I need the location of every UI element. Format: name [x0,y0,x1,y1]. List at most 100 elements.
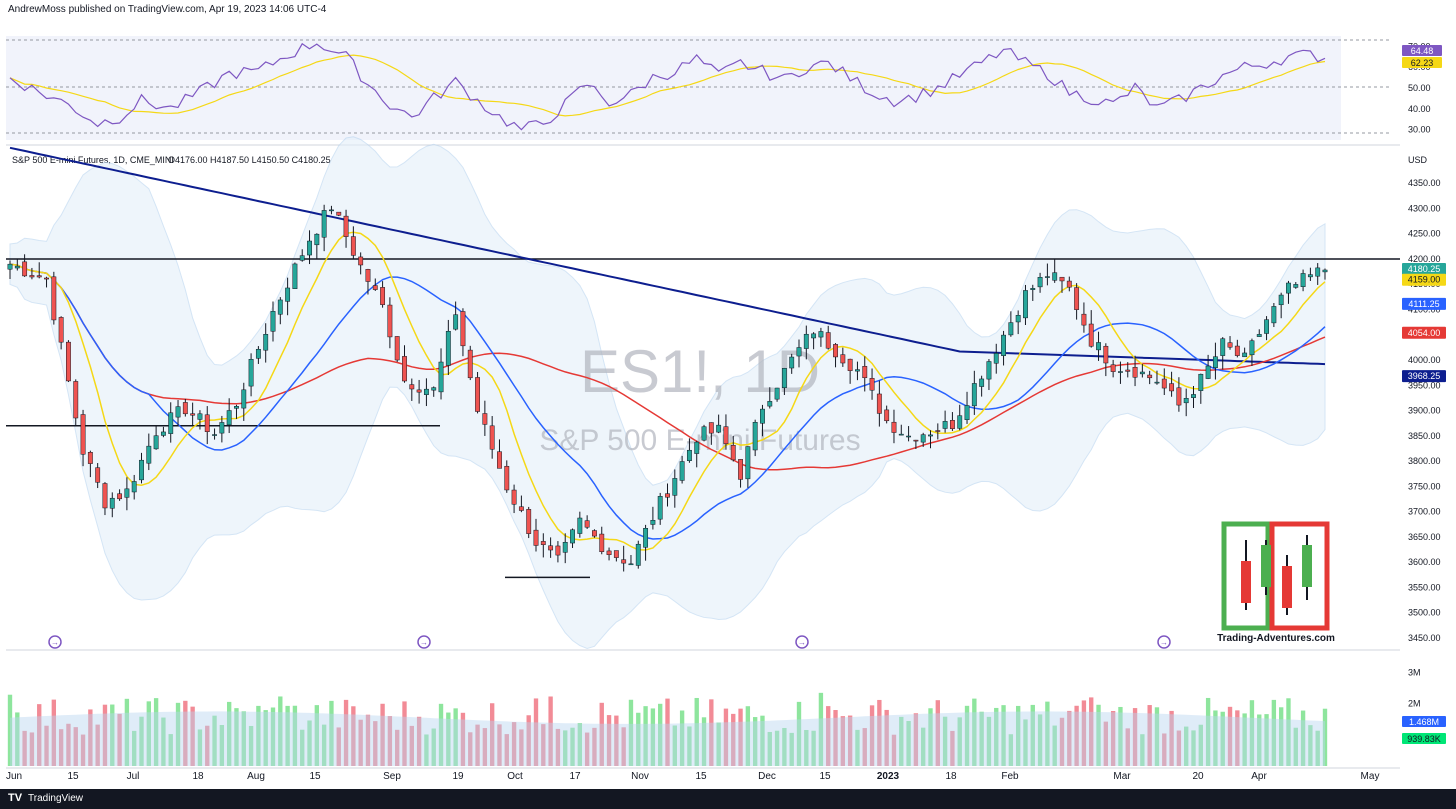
candle-body [467,349,473,379]
volume-bar [964,705,970,766]
time-tick-label: Nov [631,771,649,782]
candle-body [299,255,305,261]
volume-bar [1074,705,1079,766]
volume-bar [906,721,911,766]
candle-body [606,550,612,556]
volume-bar [1110,711,1116,766]
candle-body [1256,334,1262,337]
candle-body [621,559,627,564]
candle-body [1088,323,1094,347]
candle-body [1125,369,1131,372]
candle-body [818,331,824,338]
volume-bar [351,706,356,766]
tradingview-logo-icon: TV [8,792,23,804]
volume-bar [526,715,531,766]
candle-body [752,422,758,451]
volume-bar [942,716,948,766]
candle-body [438,361,444,393]
volume-bar [694,697,699,766]
candle-body [423,388,429,395]
volume-bar [285,705,290,766]
volume-bar [672,725,677,766]
candle-body [913,439,919,442]
volume-bar [796,701,802,766]
candle-body [723,426,729,445]
volume-bar [365,714,371,766]
bollinger-band [9,136,1326,650]
volume-bar [658,703,663,766]
price-label-box [1402,297,1446,310]
candle-body [635,543,641,566]
volume-bar [1205,697,1211,766]
volume-bar [358,719,363,766]
volume-bar [44,725,49,766]
volume-bar [957,717,962,766]
price-tick-label: 3500.00 [1408,608,1441,618]
time-axis: Jun 15 Jul 18 Aug 15 Sep 19 Oct 17 Nov 15 Dec 15 2023 1… [6,771,1380,782]
candle-body [51,276,57,321]
volume-bar [599,702,604,766]
candle-body [1161,378,1167,389]
dividend-event-glyph: → [798,638,806,647]
time-tick-label: Oct [507,771,523,782]
price-label-box [1402,326,1446,339]
volume-tick-label: 3M [1408,667,1421,677]
volume-label-text: 939.83K [1407,734,1441,744]
volume-bar [314,705,320,766]
candle-body [1023,290,1028,319]
volume-bar [7,694,13,766]
dividend-event-icon [795,635,809,649]
volume-bar [826,706,831,766]
candle-body [1307,274,1313,278]
volume-bar [1257,714,1262,766]
candle-body [1074,287,1080,310]
candle-body [475,377,480,412]
volume-bar [899,716,904,766]
candle-body [409,384,415,390]
volume-bar [1300,710,1306,766]
price-tick-label: 3750.00 [1408,481,1441,491]
candle-body [935,430,941,432]
volume-bar [88,709,93,766]
volume-bar [241,711,246,766]
volume-bar [1015,705,1021,766]
candle-body [1037,276,1043,288]
candle-body [29,275,35,278]
candle-body [234,406,239,409]
sma-20-line [9,263,1326,540]
candle-body [584,520,590,528]
candle-body [87,452,93,464]
volume-bar [248,725,254,766]
candle-body [1110,364,1116,372]
volume-bar [197,729,203,766]
volume-bar [760,715,765,766]
volume-bar [701,717,707,766]
candle-body [1059,276,1065,282]
candle-body [592,530,597,537]
volume-bar [679,710,685,766]
currency-label: USD [1408,155,1428,165]
candle-body [329,209,334,212]
volume-bar [577,723,583,766]
volume-bar [482,728,488,766]
candle-body [175,406,181,418]
candle-body [643,528,649,548]
volume-bar [1271,699,1277,766]
candle-body [650,519,656,525]
candle-body [1271,306,1277,324]
volume-bar [153,698,159,766]
volume-bar [453,708,458,766]
volume-bar [774,730,780,766]
volume-bar [146,701,151,766]
volume-bar [935,700,940,766]
candle-body [153,435,159,450]
logo-candle-3 [1282,566,1292,608]
volume-bar [723,708,729,766]
volume-bar [161,717,166,766]
volume-bar [752,717,758,766]
volume-bar [489,703,495,766]
volume-bar [1037,714,1043,766]
time-tick-label: 15 [67,771,79,782]
footer-bar: TV TradingView [0,789,1456,809]
